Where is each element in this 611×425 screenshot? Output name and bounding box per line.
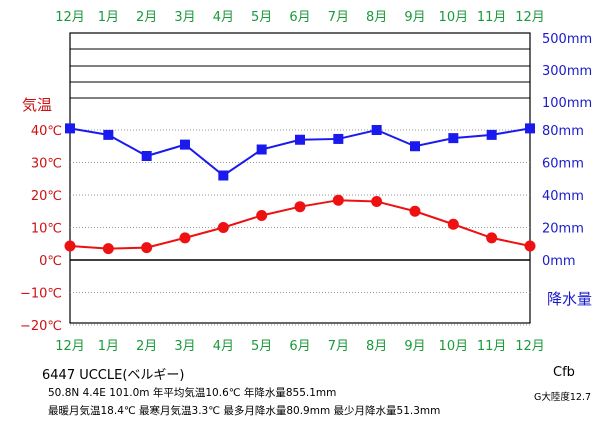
precipitation-point	[65, 123, 75, 134]
month-label-bottom: 1月	[98, 339, 119, 354]
top-month-labels: 12月 1月 2月 3月 4月 5月 6月 7月 8月 9月 10月 11月 12月	[55, 10, 545, 25]
temperature-axis-ticks: 40℃ 30℃ 20℃ 10℃ 0℃ −10℃ −20℃	[20, 124, 62, 334]
month-label-top: 1月	[98, 10, 119, 25]
precipitation-tick-label: 500mm	[542, 32, 592, 47]
precipitation-tick-label: 100mm	[542, 96, 592, 111]
temperature-point	[294, 201, 306, 213]
temperature-point	[371, 196, 383, 207]
precipitation-tick-label: 300mm	[542, 64, 592, 79]
temperature-point	[64, 240, 76, 252]
month-label-top: 11月	[477, 10, 507, 25]
temperature-tick-label: 30℃	[31, 157, 62, 172]
temperature-tick-label: −20℃	[20, 319, 62, 334]
month-label-top: 5月	[251, 10, 272, 25]
month-label-bottom: 8月	[366, 339, 387, 354]
temperature-point	[332, 194, 344, 206]
temperature-tick-label: −10℃	[20, 287, 62, 302]
month-label-bottom: 6月	[289, 339, 310, 354]
temperature-point	[486, 232, 498, 244]
precipitation-point	[256, 144, 267, 155]
month-label-bottom: 2月	[136, 339, 157, 354]
precipitation-tick-label: 0mm	[542, 254, 576, 269]
temperature-point	[256, 209, 268, 221]
precipitation-point	[448, 133, 459, 144]
month-label-bottom: 12月	[55, 339, 85, 354]
temperature-point	[524, 240, 536, 252]
precipitation-tick-label: 80mm	[542, 124, 584, 139]
temperature-axis-title: 気温	[22, 96, 52, 114]
plot-frame	[69, 32, 531, 324]
precipitation-point	[371, 125, 382, 135]
month-label-bottom: 10月	[439, 339, 469, 354]
precipitation-axis-title: 降水量	[547, 290, 592, 308]
month-label-bottom: 5月	[251, 339, 272, 354]
month-label-bottom: 3月	[174, 339, 195, 354]
month-label-top: 12月	[515, 10, 545, 25]
precipitation-tick-label: 20mm	[542, 222, 584, 237]
temperature-tick-label: 40℃	[31, 124, 62, 139]
month-label-top: 7月	[328, 10, 349, 25]
temperature-tick-label: 20℃	[31, 189, 62, 204]
precipitation-point	[410, 141, 420, 152]
series-layer	[64, 123, 536, 255]
temperature-tick-label: 0℃	[39, 254, 62, 269]
temperature-tick-label: 10℃	[31, 222, 62, 237]
temperature-point	[102, 243, 114, 255]
precipitation-point	[218, 170, 229, 181]
month-label-top: 10月	[439, 10, 469, 25]
chart-grid	[69, 32, 531, 326]
bottom-month-labels: 12月 1月 2月 3月 4月 5月 6月 7月 8月 9月 10月 11月 12月	[55, 339, 545, 354]
precipitation-point	[525, 123, 535, 134]
month-label-bottom: 7月	[328, 339, 349, 354]
month-label-top: 2月	[136, 10, 157, 25]
temperature-point	[217, 222, 229, 233]
temperature-point	[141, 242, 153, 254]
precipitation-tick-label: 60mm	[542, 157, 584, 172]
month-label-bottom: 12月	[515, 339, 545, 354]
temperature-point	[447, 218, 459, 230]
month-label-bottom: 4月	[213, 339, 234, 354]
month-label-top: 6月	[289, 10, 310, 25]
precipitation-point	[141, 151, 152, 161]
month-label-top: 8月	[366, 10, 387, 25]
precipitation-point	[486, 129, 497, 140]
month-label-top: 9月	[404, 10, 425, 25]
precipitation-point	[180, 139, 190, 150]
month-label-bottom: 11月	[477, 339, 507, 354]
precipitation-point	[103, 129, 114, 140]
temperature-point	[179, 232, 191, 244]
precipitation-point	[333, 133, 344, 144]
month-label-top: 12月	[55, 10, 85, 25]
month-label-bottom: 9月	[404, 339, 425, 354]
month-label-top: 4月	[213, 10, 234, 25]
temperature-point	[409, 205, 421, 217]
precipitation-tick-label: 40mm	[542, 189, 584, 204]
precipitation-axis-ticks: 500mm 300mm 100mm 80mm 60mm 40mm 20mm 0mm	[542, 32, 592, 269]
month-label-top: 3月	[174, 10, 195, 25]
precipitation-point	[295, 134, 305, 145]
